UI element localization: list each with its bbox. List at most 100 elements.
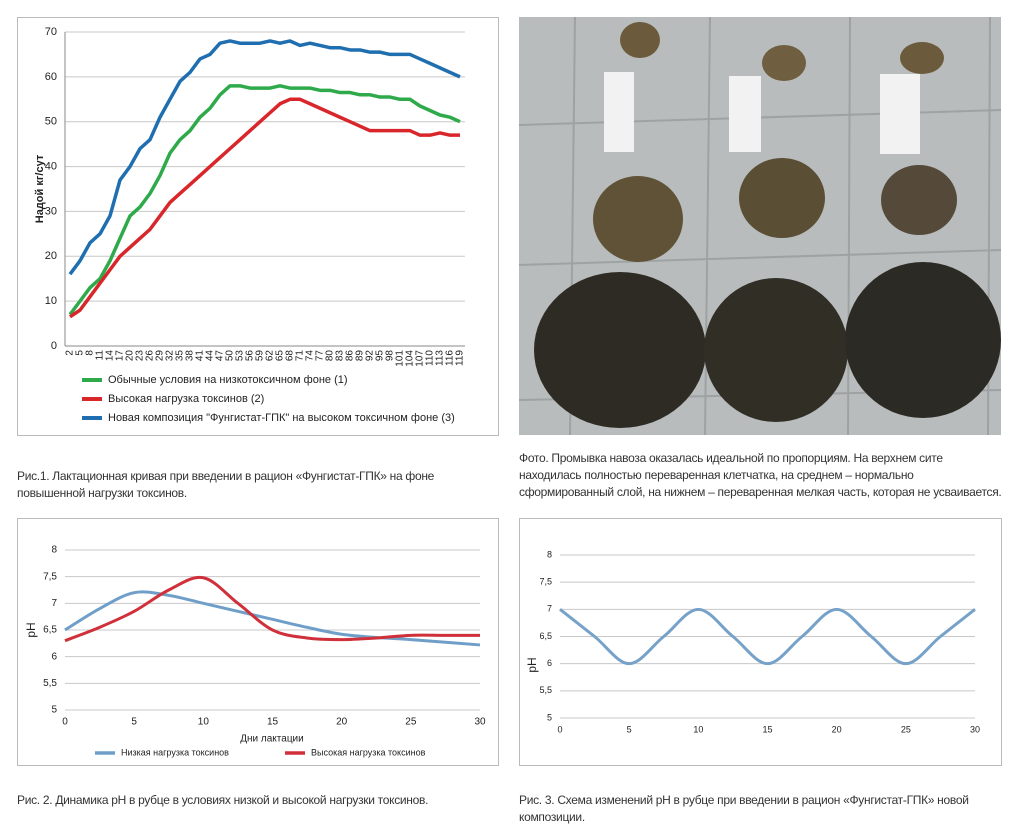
legend-label: Низкая нагрузка токсинов [121, 747, 229, 757]
x-tick-label: 92 [365, 350, 376, 362]
x-tick-label: 25 [901, 724, 911, 734]
x-tick-label: 20 [125, 350, 136, 362]
x-tick-label: 107 [415, 350, 426, 367]
x-tick-label: 65 [275, 350, 286, 362]
x-tick-label: 80 [325, 350, 336, 362]
y-tick-label: 5,5 [539, 685, 552, 695]
x-tick-label: 71 [295, 350, 306, 362]
x-tick-label: 10 [198, 717, 210, 728]
series-line [68, 39, 461, 276]
x-tick-label: 110 [425, 350, 436, 366]
x-tick-label: 44 [205, 350, 216, 362]
x-tick-label: 14 [105, 350, 116, 362]
y-tick-label: 5,5 [43, 678, 57, 689]
y-tick-label: 5 [51, 705, 57, 716]
x-tick-label: 23 [135, 350, 146, 362]
series-line [64, 575, 480, 643]
x-tick-label: 77 [315, 350, 326, 362]
paper-label [729, 76, 761, 152]
x-tick-label: 56 [245, 350, 256, 362]
x-tick-label: 2 [65, 350, 76, 356]
series-line [68, 84, 461, 316]
x-tick-label: 26 [145, 350, 156, 362]
x-tick-label: 35 [175, 350, 186, 362]
y-tick-label: 8 [51, 545, 57, 556]
x-tick-label: 113 [435, 350, 446, 366]
sample-middle [593, 176, 683, 262]
x-tick-label: 15 [267, 717, 279, 728]
paper-label [880, 74, 920, 154]
x-tick-label: 59 [255, 350, 266, 362]
y-tick-label: 40 [45, 160, 57, 172]
x-tick-label: 30 [970, 724, 980, 734]
x-tick-label: 98 [385, 350, 396, 362]
y-tick-label: 7 [547, 604, 552, 614]
x-tick-label: 86 [345, 350, 356, 362]
y-tick-label: 6,5 [539, 631, 552, 641]
chart-frame [17, 17, 499, 436]
x-tick-label: 101 [395, 350, 406, 367]
x-tick-label: 10 [693, 724, 703, 734]
series-line [69, 97, 460, 319]
legend-label: Обычные условия на низкотоксичном фоне (… [108, 374, 348, 386]
y-tick-label: 5 [547, 712, 552, 722]
x-tick-label: 0 [557, 724, 562, 734]
legend-label: Новая композиция "Фунгистат-ГПК" на высо… [108, 412, 455, 424]
y-tick-label: 30 [45, 205, 57, 217]
y-tick-label: 50 [45, 116, 57, 128]
y-tick-label: 7,5 [43, 571, 57, 582]
x-tick-label: 5 [627, 724, 632, 734]
photo [518, 16, 1002, 436]
x-tick-label: 32 [165, 350, 176, 362]
chart-frame [519, 518, 1002, 766]
caption: Фото. Промывка навоза оказалась идеально… [519, 451, 1002, 499]
chart-frame [17, 518, 499, 766]
caption: Рис. 2. Динамика pH в рубце в условиях н… [17, 793, 429, 807]
legend-label: Высокая нагрузка токсинов [311, 747, 426, 757]
paper-label [604, 72, 634, 152]
y-axis-label: pH [525, 657, 539, 672]
x-tick-label: 41 [195, 350, 206, 362]
sample-middle [881, 165, 957, 235]
y-tick-label: 7 [51, 598, 57, 609]
x-tick-label: 25 [405, 717, 417, 728]
series-line [64, 590, 481, 647]
x-tick-label: 5 [131, 717, 137, 728]
x-tick-label: 15 [762, 724, 772, 734]
x-tick-label: 5 [75, 350, 86, 356]
x-tick-label: 17 [115, 350, 126, 362]
x-tick-label: 68 [285, 350, 296, 362]
x-tick-label: 38 [185, 350, 196, 362]
sample-bottom [845, 262, 1001, 418]
x-tick-label: 95 [375, 350, 386, 362]
sample-top [762, 45, 806, 81]
y-tick-label: 6 [547, 658, 552, 668]
x-tick-label: 83 [335, 350, 346, 362]
x-tick-label: 20 [336, 717, 348, 728]
y-tick-label: 0 [51, 340, 57, 352]
y-axis-label: pH [24, 622, 38, 637]
x-tick-label: 53 [235, 350, 246, 362]
y-tick-label: 6,5 [43, 625, 57, 636]
x-tick-label: 8 [85, 350, 96, 356]
x-tick-label: 104 [405, 350, 416, 367]
x-tick-label: 30 [474, 717, 486, 728]
x-tick-label: 0 [62, 717, 68, 728]
y-tick-label: 7,5 [539, 577, 552, 587]
x-tick-label: 29 [155, 350, 166, 362]
caption: Рис. 3. Схема изменений pH в рубце при в… [519, 793, 969, 824]
x-tick-label: 20 [832, 724, 842, 734]
y-axis-label: Надой кг/сут [34, 154, 46, 223]
y-tick-label: 10 [45, 295, 57, 307]
y-tick-label: 70 [45, 26, 57, 38]
sample-top [620, 22, 660, 58]
series-line [559, 607, 976, 666]
sample-middle [739, 158, 825, 238]
x-tick-label: 47 [215, 350, 226, 362]
x-axis-label: Дни лактации [240, 734, 303, 745]
caption: Рис.1. Лактационная кривая при введении … [17, 469, 435, 500]
x-tick-label: 11 [95, 350, 106, 361]
x-tick-label: 119 [455, 350, 466, 366]
y-tick-label: 20 [45, 250, 57, 262]
